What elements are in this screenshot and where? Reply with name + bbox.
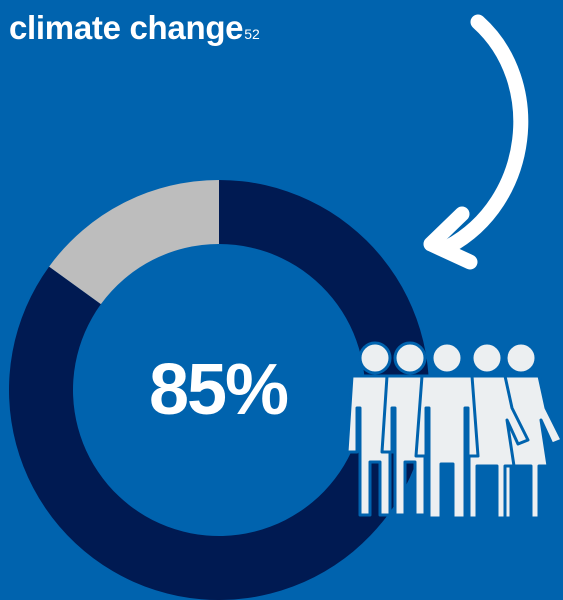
person-figure	[501, 341, 563, 520]
person-figure	[414, 341, 480, 520]
heading: climate change52	[9, 8, 260, 48]
donut-slice-0	[8, 180, 429, 600]
person-figure	[467, 341, 530, 520]
footnote-marker: 52	[244, 26, 260, 42]
donut-slice-1	[49, 180, 219, 305]
heading-text: climate change	[9, 9, 244, 46]
center-percentage-label: 85%	[148, 350, 289, 430]
